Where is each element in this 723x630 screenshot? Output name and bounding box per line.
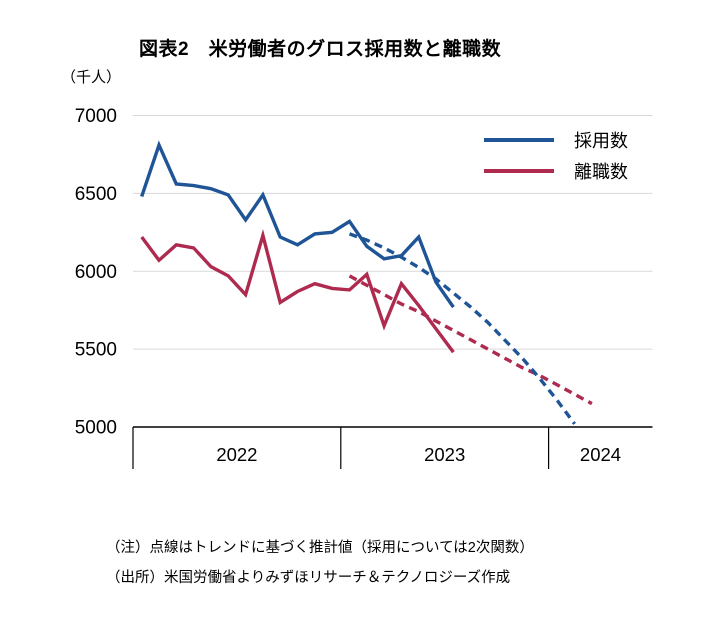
y-axis-tick-label: 7000 [75, 106, 117, 127]
y-axis-tick-label: 5500 [75, 340, 117, 361]
legend-label-hires: 採用数 [574, 130, 628, 151]
separations-line [140, 228, 455, 354]
x-axis-year-label: 2022 [216, 444, 257, 465]
legend-label-separations: 離職数 [574, 161, 628, 182]
y-axis-tick-label: 5000 [75, 418, 117, 439]
legend: 採用数 離職数 [484, 129, 628, 182]
x-axis-year-label: 2023 [424, 444, 465, 465]
legend-item-separations: 離職数 [484, 160, 628, 182]
separations-trend-line [348, 274, 593, 406]
y-axis-unit-label: （千人） [61, 69, 122, 86]
y-axis-tick-label: 6500 [75, 184, 117, 205]
x-axis-year-label: 2024 [580, 444, 621, 465]
chart-title: 図表2 米労働者のグロス採用数と離職数 [139, 39, 502, 60]
hires-line-swatch [484, 137, 554, 142]
source-line: （出所）米国労働省よりみずほリサーチ＆テクノロジーズ作成 [106, 570, 511, 586]
separations-line-swatch [484, 168, 554, 173]
note-line: （注）点線はトレンドに基づく推計値（採用については2次関数） [106, 540, 534, 556]
hires-trend-line [348, 232, 576, 425]
legend-item-hires: 採用数 [484, 129, 628, 151]
chart-notes: （注）点線はトレンドに基づく推計値（採用については2次関数） （出所）米国労働省… [106, 533, 534, 593]
hires-line [140, 140, 455, 309]
y-axis-tick-label: 6000 [75, 262, 117, 283]
